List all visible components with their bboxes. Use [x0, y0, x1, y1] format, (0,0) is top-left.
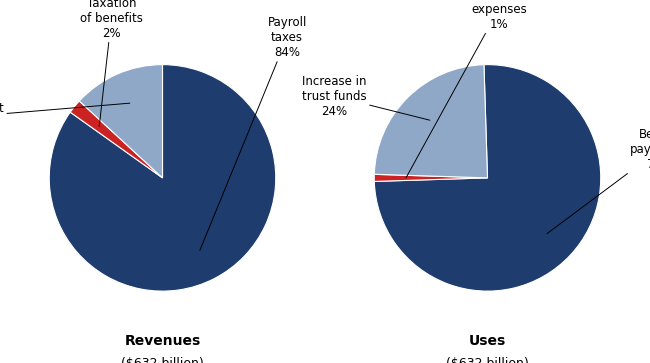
Text: ($632 billion): ($632 billion) [121, 357, 204, 363]
Wedge shape [49, 65, 276, 291]
Wedge shape [70, 101, 162, 178]
Text: Increase in
trust funds
24%: Increase in trust funds 24% [302, 75, 430, 120]
Text: Interest
13%: Interest 13% [0, 102, 130, 130]
Text: Administrative
expenses
1%: Administrative expenses 1% [406, 0, 542, 178]
Text: Uses: Uses [469, 334, 506, 348]
Wedge shape [79, 65, 162, 178]
Text: Benefit
payments
75%: Benefit payments 75% [547, 128, 650, 234]
Text: Taxation
of benefits
2%: Taxation of benefits 2% [80, 0, 143, 126]
Text: Payroll
taxes
84%: Payroll taxes 84% [200, 16, 307, 250]
Wedge shape [374, 65, 601, 291]
Wedge shape [374, 174, 488, 182]
Text: ($632 billion): ($632 billion) [446, 357, 529, 363]
Wedge shape [374, 65, 488, 178]
Text: Revenues: Revenues [124, 334, 201, 348]
